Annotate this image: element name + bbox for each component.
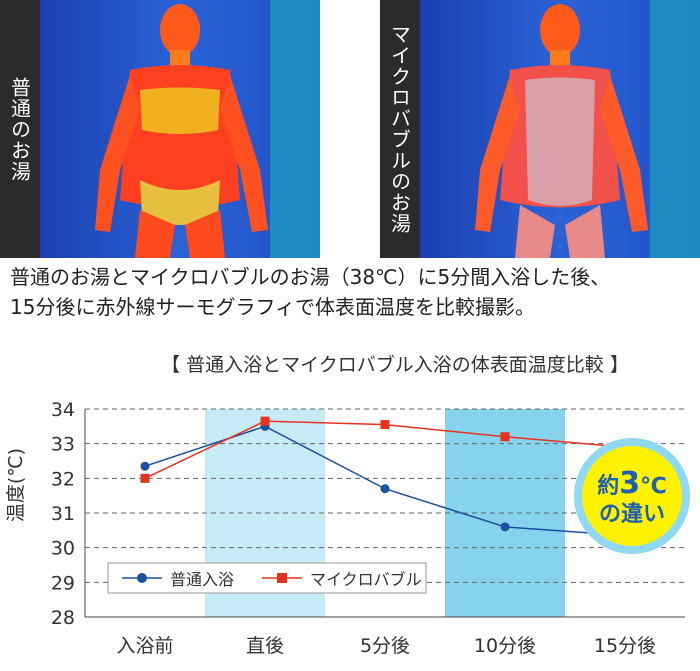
thermal-image-microbubble (420, 0, 700, 258)
legend-label-microbubble: マイクロバブル (310, 570, 422, 589)
chart-title: 【 普通入浴とマイクロバブル入浴の体表面温度比較 】 (161, 353, 629, 376)
legend-marker-microbubble (277, 573, 287, 583)
data-point-microbubble (500, 432, 510, 442)
y-tick-label: 29 (51, 572, 75, 594)
y-tick-label: 34 (51, 399, 75, 421)
data-point-normal (380, 484, 390, 494)
description-caption: 普通のお湯とマイクロバブルのお湯（38℃）に5分間入浴した後、 15分後に赤外線… (10, 262, 695, 322)
y-tick-label: 30 (51, 538, 75, 560)
x-tick-label: 10分後 (474, 635, 536, 657)
legend-label-normal: 普通入浴 (170, 570, 234, 589)
thermography-panel-normal: 普通のお湯 (0, 0, 320, 258)
legend-marker-normal (137, 573, 147, 583)
data-point-microbubble (260, 416, 270, 426)
thermography-panel-microbubble: マイクロバブルのお湯 (380, 0, 700, 258)
y-tick-label: 31 (51, 503, 75, 525)
data-point-normal (500, 522, 510, 532)
x-tick-label: 直後 (246, 635, 284, 657)
y-tick-label: 28 (51, 607, 75, 629)
data-point-microbubble (380, 420, 390, 430)
badge-text-line2: の違い (599, 501, 665, 527)
caption-line-1: 普通のお湯とマイクロバブルのお湯（38℃）に5分間入浴した後、 (10, 265, 611, 289)
y-axis-label: 温度(℃) (5, 448, 27, 522)
x-tick-label: 5分後 (360, 635, 410, 657)
y-tick-label: 33 (51, 434, 75, 456)
thermal-image-normal (40, 0, 320, 258)
data-point-normal (140, 461, 150, 471)
data-point-microbubble (140, 473, 150, 483)
x-tick-label: 15分後 (594, 635, 656, 657)
x-tick-label: 入浴前 (116, 635, 173, 657)
label-normal-bath: 普通のお湯 (0, 0, 40, 258)
temperature-comparison-chart: 【 普通入浴とマイクロバブル入浴の体表面温度比較 】 温度(℃) 28 29 30 3… (5, 353, 690, 657)
caption-line-2: 15分後に赤外線サーモグラフィで体表面温度を比較撮影。 (10, 295, 536, 319)
label-microbubble-bath: マイクロバブルのお湯 (380, 0, 420, 258)
badge-circle (582, 446, 682, 546)
badge-text-line1: 約3℃ (597, 466, 667, 501)
y-tick-label: 32 (51, 468, 75, 490)
